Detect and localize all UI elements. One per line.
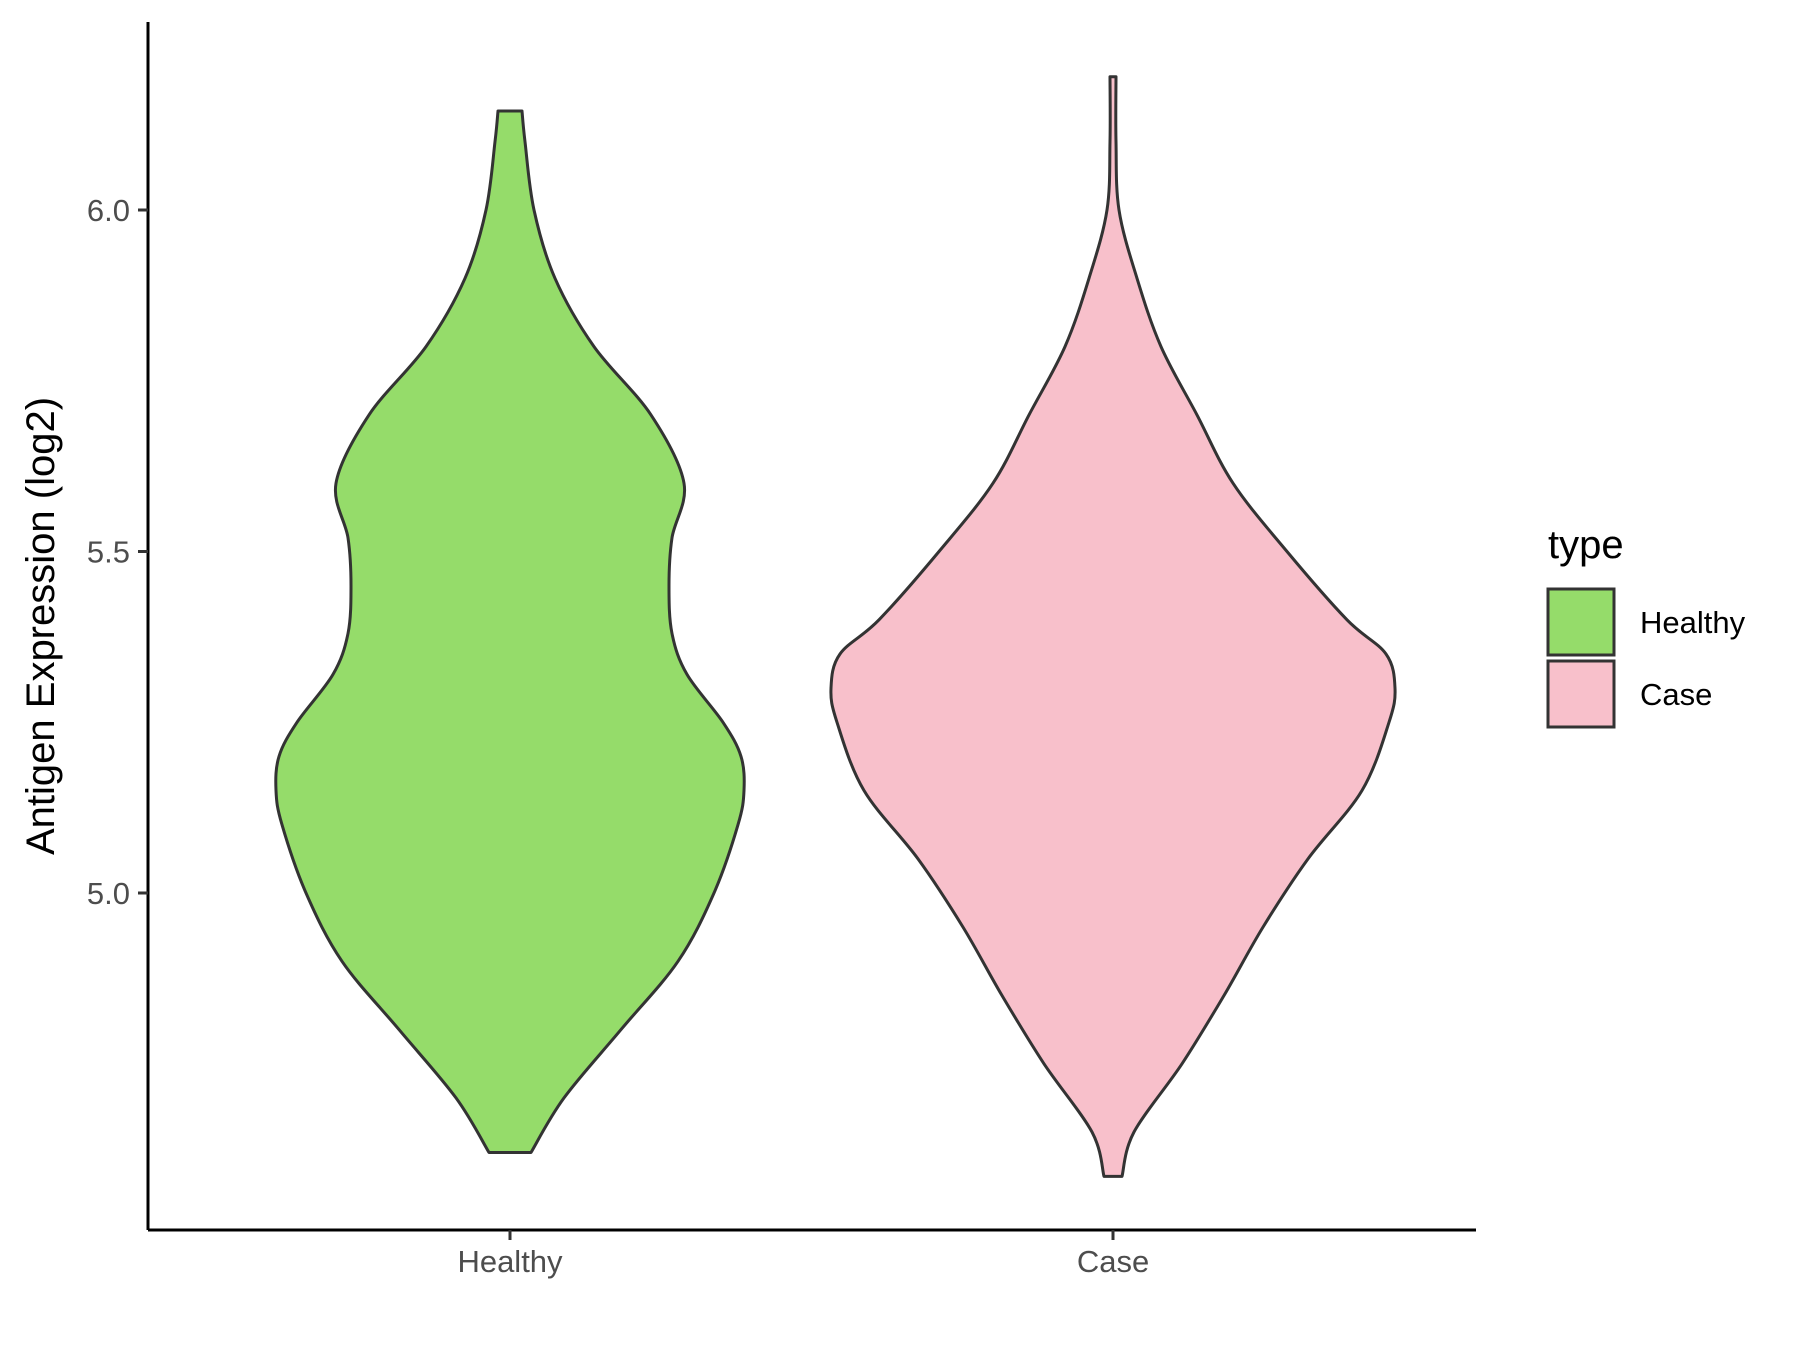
violins xyxy=(274,75,1397,1178)
legend-key-healthy xyxy=(1546,587,1616,657)
y-tick-label: 5.0 xyxy=(87,876,130,911)
legend: type Healthy Case xyxy=(1546,523,1746,729)
x-tick-label: Case xyxy=(1077,1244,1149,1279)
y-tick-label: 5.5 xyxy=(87,535,130,570)
violin-case xyxy=(829,75,1397,1178)
y-tick-label: 6.0 xyxy=(87,193,130,228)
violin-healthy xyxy=(274,109,746,1154)
y-axis-title: Antigen Expression (log2) xyxy=(19,397,63,855)
y-axis-ticks: 5.0 5.5 6.0 xyxy=(87,193,148,911)
legend-key-case xyxy=(1546,659,1616,729)
legend-label-healthy: Healthy xyxy=(1640,605,1746,640)
x-axis-ticks: Healthy Case xyxy=(457,1230,1149,1279)
legend-title: type xyxy=(1548,523,1624,567)
legend-label-case: Case xyxy=(1640,677,1712,712)
legend-entries: Healthy Case xyxy=(1546,587,1746,729)
x-tick-label: Healthy xyxy=(457,1244,563,1279)
